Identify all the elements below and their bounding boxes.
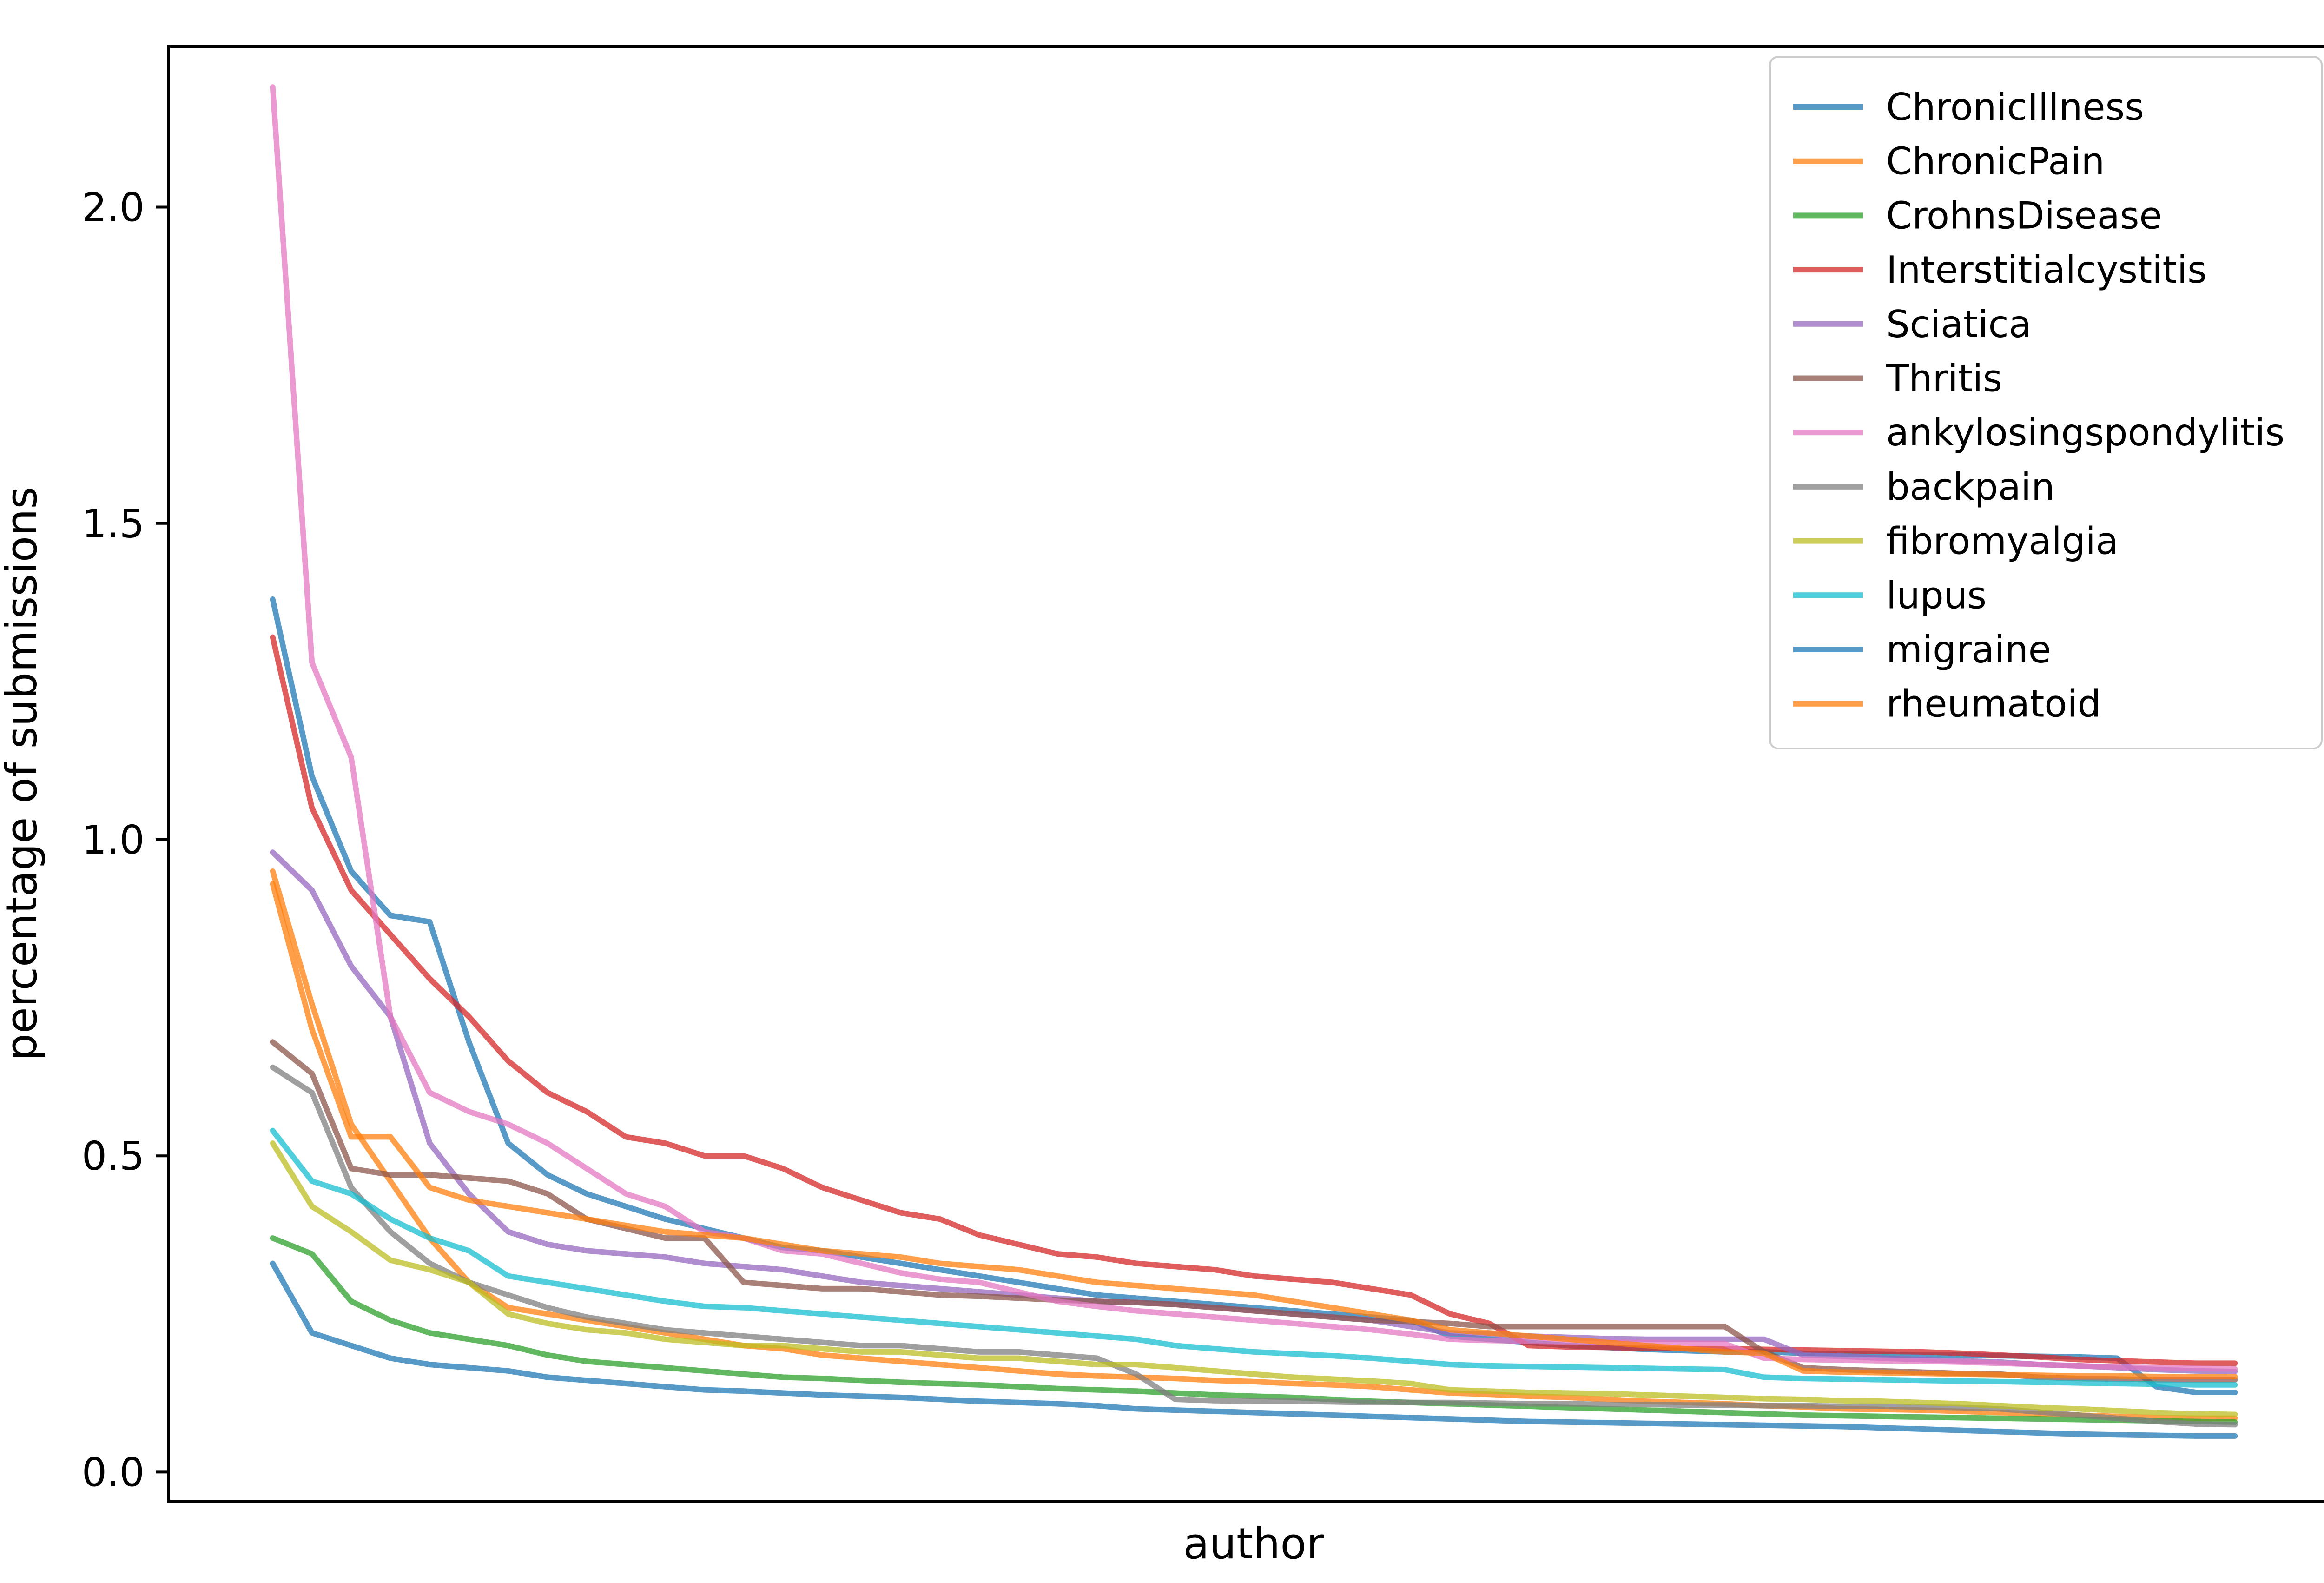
legend-label-migraine: migraine (1886, 628, 2051, 671)
legend-label-ChronicPain: ChronicPain (1886, 140, 2105, 183)
y-tick-label-1.0: 1.0 (82, 817, 145, 863)
series-lines (270, 84, 2238, 1439)
series-line-rheumatoid (270, 881, 2238, 1379)
series-line-ChronicPain (270, 868, 2238, 1421)
y-tick-label-1.5: 1.5 (82, 501, 145, 547)
legend: ChronicIllness ChronicPain CrohnsDisease In… (1769, 56, 2323, 749)
y-tick-label-0.0: 0.0 (82, 1450, 145, 1496)
legend-label-Interstitialcystitis: Interstitialcystitis (1886, 248, 2207, 291)
y-axis-ticks: 0.0 0.5 1.0 1.5 2.0 (82, 185, 169, 1496)
y-axis-label: percentage of submissions (0, 487, 46, 1061)
series-line-ChronicIllness (270, 596, 2238, 1395)
series-line-CrohnsDisease (270, 1235, 2238, 1425)
legend-label-Thritis: Thritis (1886, 357, 2002, 400)
legend-label-Sciatica: Sciatica (1886, 303, 2032, 346)
series-line-lupus (270, 1127, 2238, 1388)
legend-label-backpain: backpain (1886, 465, 2055, 509)
legend-label-ChronicIllness: ChronicIllness (1886, 86, 2144, 129)
series-line-fibromyalgia (270, 1140, 2238, 1417)
y-tick-label-2.0: 2.0 (82, 185, 145, 231)
legend-label-fibromyalgia: fibromyalgia (1886, 520, 2119, 563)
series-line-ankylosingspondylitis (270, 84, 2238, 1372)
series-line-backpain (270, 1064, 2238, 1428)
x-axis-label: author (1183, 1519, 1324, 1569)
legend-label-CrohnsDisease: CrohnsDisease (1886, 194, 2162, 237)
legend-label-ankylosingspondylitis: ankylosingspondylitis (1886, 411, 2284, 454)
legend-label-rheumatoid: rheumatoid (1886, 682, 2101, 726)
series-line-migraine (270, 1260, 2238, 1439)
axes-box (167, 45, 2324, 1503)
legend-items: ChronicIllness ChronicPain CrohnsDisease In… (1793, 86, 2284, 726)
series-line-Interstitialcystitis (270, 634, 2238, 1366)
y-tick-label-0.5: 0.5 (82, 1133, 145, 1179)
legend-box (1769, 56, 2323, 749)
legend-label-lupus: lupus (1886, 574, 1987, 617)
